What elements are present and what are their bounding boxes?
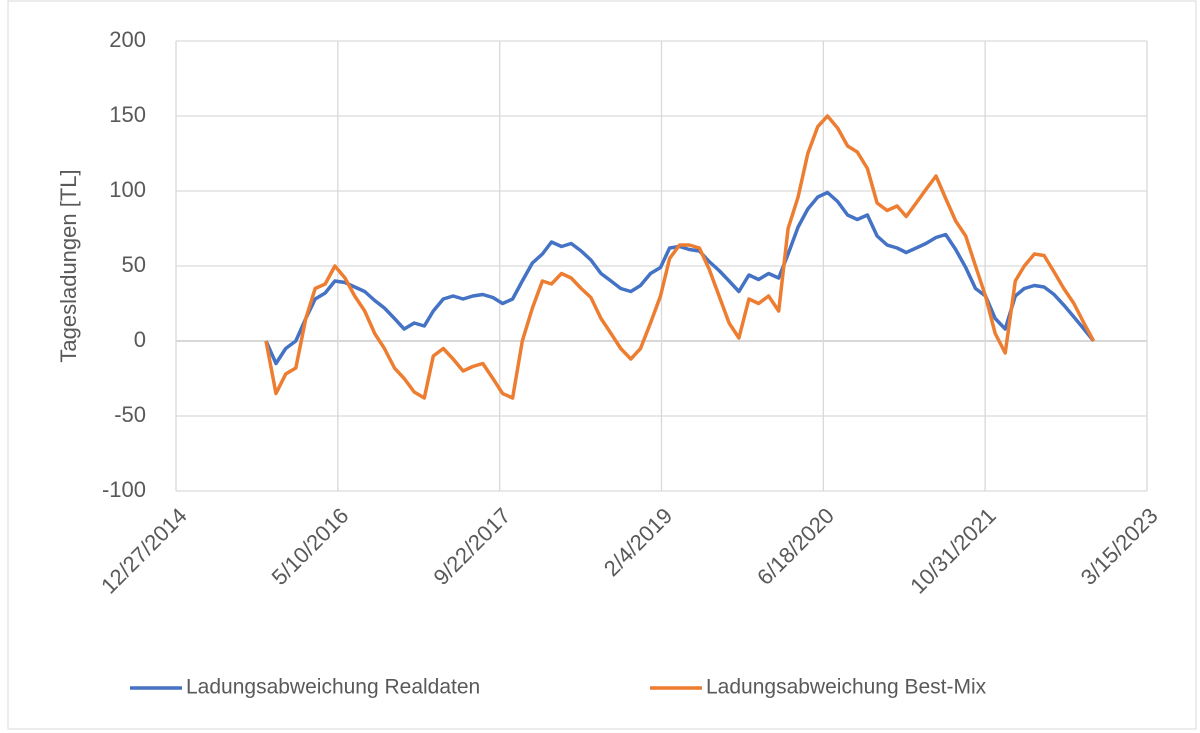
y-tick-label: 200 (109, 27, 146, 52)
legend-label: Ladungsabweichung Realdaten (186, 676, 480, 699)
y-tick-label: -100 (102, 477, 146, 502)
y-tick-label: -50 (114, 402, 146, 427)
y-tick-label: 50 (122, 252, 146, 277)
y-tick-label: 100 (109, 177, 146, 202)
y-axis-label: Tagesladungen [TL] (56, 169, 81, 362)
chart-frame (7, 0, 1197, 730)
y-tick-label: 150 (109, 102, 146, 127)
y-tick-label: 0 (134, 327, 146, 352)
legend-label: Ladungsabweichung Best-Mix (706, 676, 987, 699)
data-line (264, 114, 1096, 400)
